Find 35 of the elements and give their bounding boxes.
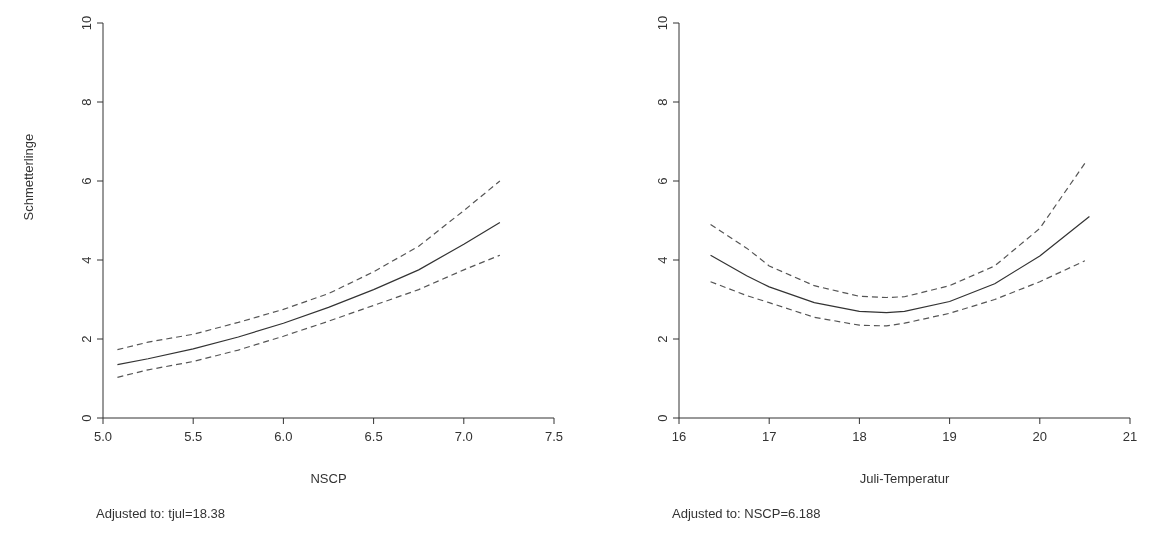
line-series: [116, 180, 501, 351]
y-tick-label: 4: [79, 256, 94, 264]
x-tick-label: 21: [1122, 429, 1138, 445]
line-series: [709, 260, 1086, 327]
x-tick-label: 17: [761, 429, 777, 445]
text: Adjusted to: NSCP=6.188: [672, 506, 821, 521]
x-axis-title: Juli-Temperatur: [859, 471, 950, 486]
y-tick-label: 10: [79, 15, 94, 31]
x-tick-label: 7.5: [544, 429, 564, 445]
x-tick-label: 5.5: [184, 429, 203, 445]
x-tick-label: 7.0: [454, 429, 473, 445]
y-axis-title: Schmetterlinge: [20, 133, 36, 221]
y-tick-label: 8: [655, 98, 670, 106]
y-tick-label: 4: [655, 256, 670, 264]
x-tick-label: 16: [671, 429, 687, 445]
y-tick-label: 8: [79, 98, 94, 106]
x-tick-label: 6.0: [274, 429, 293, 445]
y-tick-label: 2: [79, 335, 94, 343]
text: Adjusted to: tjul=18.38: [96, 506, 226, 521]
x-axis-title: NSCP: [310, 471, 347, 486]
y-tick-label: 0: [655, 414, 670, 422]
y-tick-label: 6: [655, 177, 670, 185]
line-series: [709, 215, 1091, 314]
y-tick-label: 6: [79, 177, 94, 185]
y-tick-label: 0: [79, 414, 94, 422]
y-tick-label: 10: [655, 15, 670, 31]
x-tick-label: 20: [1032, 429, 1048, 445]
line-series: [116, 221, 501, 366]
x-tick-label: 19: [942, 429, 957, 445]
line-series: [116, 254, 501, 378]
x-tick-label: 18: [852, 429, 867, 445]
line-series: [709, 162, 1086, 299]
x-tick-label: 6.5: [364, 429, 383, 445]
y-tick-label: 2: [655, 335, 670, 343]
x-tick-label: 5.0: [93, 429, 113, 445]
